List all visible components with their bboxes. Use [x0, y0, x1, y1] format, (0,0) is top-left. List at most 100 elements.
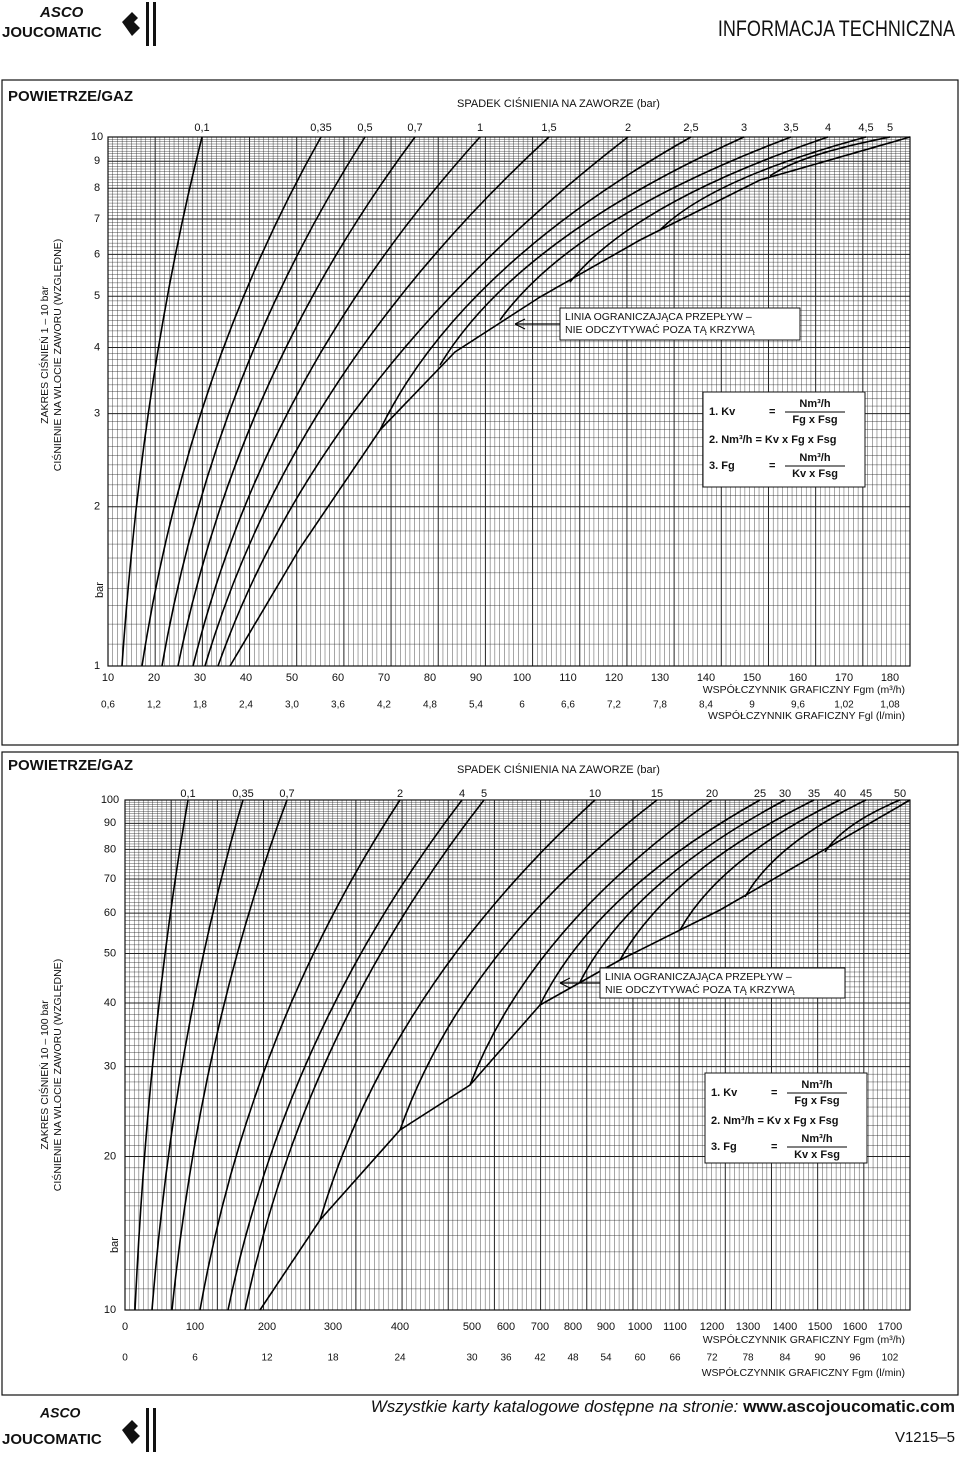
y-tick-label: 80 — [104, 843, 116, 855]
x2-tick-label: 60 — [634, 1353, 646, 1364]
x-tick-label: 600 — [497, 1321, 515, 1333]
x-tick-label: 50 — [286, 672, 298, 684]
x2-tick-label: 36 — [500, 1353, 512, 1364]
pressure-drop-curve — [134, 799, 189, 1311]
footer-link[interactable]: www.ascojoucomatic.com — [742, 1397, 955, 1416]
brand2: JOUCOMATIC — [2, 24, 102, 41]
x-axis-label: WSPÓŁCZYNNIK GRAFICZNY Fgm (m³/h) — [703, 683, 905, 696]
y-tick-label: 30 — [104, 1061, 116, 1073]
top-tick-label: 4 — [459, 788, 465, 800]
pressure-drop-curve — [539, 799, 761, 1006]
panel: POWIETRZE/GAZ SPADEK CIŚNIENIA NA ZAWORZE… — [1, 751, 959, 1396]
panel-border — [1, 751, 959, 1396]
pressure-drop-curve — [161, 136, 366, 667]
top-tick-label: 0,1 — [194, 122, 209, 134]
y-tick-label: 10 — [104, 1304, 116, 1316]
logo-bar — [153, 2, 156, 46]
curves — [121, 136, 911, 667]
x-axis-label: WSPÓŁCZYNNIK GRAFICZNY Fgm (m³/h) — [703, 1333, 905, 1346]
formula: 2. Nm³/h = Kv x Fg x Fsg — [711, 1115, 838, 1127]
plot-frame — [107, 136, 911, 667]
x2-tick-label: 2,4 — [239, 700, 253, 711]
top-tick-label: 1 — [477, 122, 483, 134]
page-code: V1215–5 — [895, 1429, 955, 1446]
top-tick-label: 3,5 — [783, 122, 798, 134]
y-tick-label: 20 — [104, 1150, 116, 1162]
x-tick-label: 200 — [258, 1321, 276, 1333]
pressure-drop-curve — [569, 136, 829, 283]
pressure-drop-curve — [199, 799, 401, 1311]
top-tick-label: 10 — [589, 788, 601, 800]
pressure-drop-curve — [151, 799, 244, 1311]
top-tick-label: 2 — [397, 788, 403, 800]
y-tick-label: 3 — [94, 408, 100, 420]
y-axis-label: ZAKRES CIŚNIEŃ 1 – 10 bar — [38, 286, 51, 424]
y-tick-label: 60 — [104, 907, 116, 919]
pressure-drop-curve — [619, 799, 815, 961]
y-axis-label: CIŚNIENIE NA WLOCIE ZAWORU (WZGLĘDNE) — [51, 959, 64, 1191]
x-tick-label: 140 — [697, 672, 715, 684]
x2-tick-label: 8,4 — [699, 700, 713, 711]
note-text: LINIA OGRANICZAJĄCA PRZEPŁYW – — [565, 311, 752, 323]
brand: ASCO — [39, 1405, 81, 1421]
formula: 2. Nm³/h = Kv x Fg x Fsg — [709, 434, 836, 446]
x2-tick-label: 30 — [466, 1353, 478, 1364]
x2-tick-label: 24 — [394, 1353, 406, 1364]
y-tick-label: 100 — [101, 794, 119, 806]
formula-num: Nm³/h — [799, 398, 830, 410]
x2-tick-label: 102 — [882, 1353, 899, 1364]
x-tick-label: 20 — [148, 672, 160, 684]
x2-axis-label: WSPÓŁCZYNNIK GRAFICZNY Fgl (l/min) — [708, 709, 905, 722]
y-axis-label: ZAKRES CIŚNIEŃ 10 – 100 bar — [38, 1000, 51, 1150]
top-tick-label: 1,5 — [541, 122, 556, 134]
pressure-drop-curve — [439, 136, 745, 366]
y-tick-label: 9 — [94, 155, 100, 167]
pressure-drop-curve — [769, 136, 891, 177]
pressure-drop-curve — [579, 799, 786, 983]
pressure-drop-curve — [141, 136, 322, 667]
y-axis-label: CIŚNIENIE NA WLOCIE ZAWORU (WZGLĘDNE) — [51, 239, 64, 471]
note-arrowhead — [559, 977, 571, 989]
x-tick-label: 10 — [102, 672, 114, 684]
pressure-drop-curve — [399, 799, 658, 1131]
x2-tick-label: 66 — [669, 1353, 681, 1364]
x-tick-label: 0 — [122, 1321, 128, 1333]
top-tick-label: 30 — [779, 788, 791, 800]
x2-tick-label: 90 — [814, 1353, 826, 1364]
x-tick-label: 1600 — [843, 1321, 867, 1333]
y-tick-label: 10 — [91, 131, 103, 143]
x2-tick-label: 96 — [849, 1353, 861, 1364]
top-tick-label: 0,7 — [407, 122, 422, 134]
x-tick-label: 1000 — [628, 1321, 652, 1333]
x-tick-label: 130 — [651, 672, 669, 684]
x2-tick-label: 9,6 — [791, 700, 805, 711]
page-title: INFORMACJA TECHNICZNA — [718, 17, 956, 41]
logo-bar — [146, 2, 149, 46]
x-tick-label: 500 — [463, 1321, 481, 1333]
formula-num: Nm³/h — [801, 1133, 832, 1145]
formula-label: 3. Fg — [711, 1141, 737, 1153]
y-tick-label: 2 — [94, 501, 100, 513]
pressure-drop-curve — [379, 136, 692, 431]
x2-tick-label: 3,6 — [331, 700, 345, 711]
logo-mark — [122, 1420, 140, 1444]
top-tick-label: 40 — [834, 788, 846, 800]
x-tick-label: 170 — [835, 672, 853, 684]
pressure-drop-curve — [319, 799, 596, 1221]
x2-tick-label: 84 — [779, 1353, 791, 1364]
formula-eq: = — [771, 1087, 777, 1099]
y-tick-label: 40 — [104, 997, 116, 1009]
panel: POWIETRZE/GAZ SPADEK CIŚNIENIA NA ZAWORZE… — [1, 79, 959, 746]
panel-title: POWIETRZE/GAZ — [8, 88, 133, 105]
y-tick-label: 6 — [94, 248, 100, 260]
formula-eq: = — [771, 1141, 777, 1153]
x2-tick-label: 54 — [600, 1353, 612, 1364]
top-tick-label: 0,5 — [357, 122, 372, 134]
y-tick-label: 5 — [94, 290, 100, 302]
note-text: NIE ODCZYTYWAĆ POZA TĄ KRZYWĄ — [605, 983, 796, 996]
top-tick-label: 0,7 — [279, 788, 294, 800]
top-tick-label: 4,5 — [858, 122, 873, 134]
note-text: NIE ODCZYTYWAĆ POZA TĄ KRZYWĄ — [565, 323, 756, 336]
footer-text: Wszystkie karty katalogowe dostępne na s… — [371, 1397, 955, 1416]
